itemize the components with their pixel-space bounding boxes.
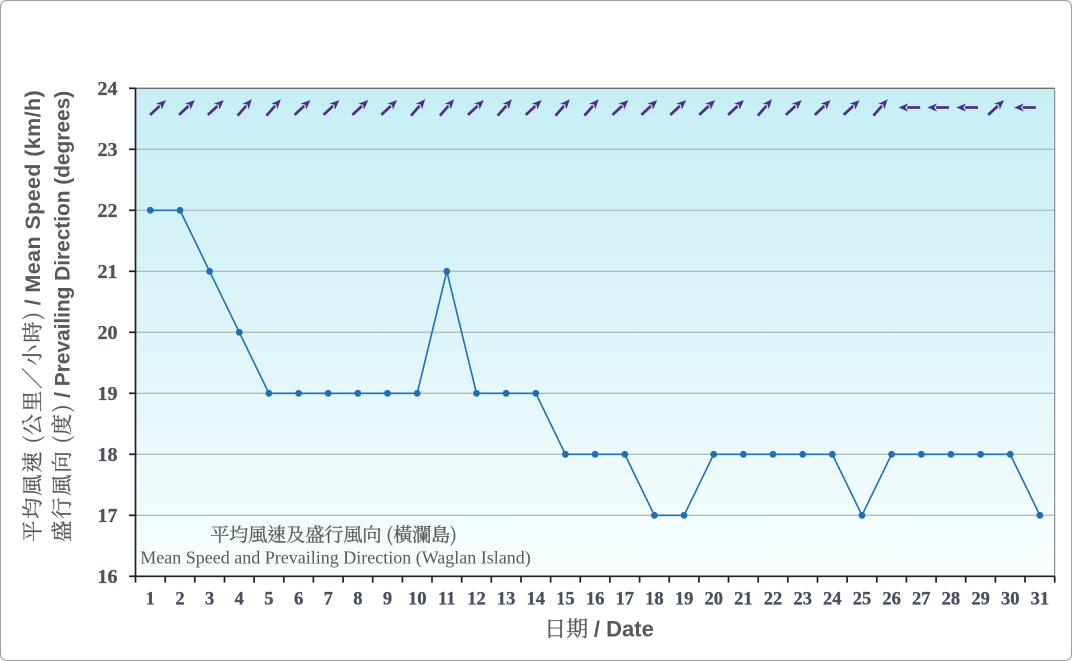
svg-text:17: 17 — [616, 590, 635, 610]
svg-text:21: 21 — [734, 590, 753, 610]
svg-text:8: 8 — [353, 590, 362, 610]
svg-text:/ Mean Speed (km/h): / Mean Speed (km/h) — [21, 90, 45, 305]
svg-text:22: 22 — [98, 200, 118, 222]
svg-text:23: 23 — [793, 590, 812, 610]
svg-text:27: 27 — [912, 590, 931, 610]
svg-text:/ Date: / Date — [594, 617, 654, 642]
svg-text:20: 20 — [704, 590, 723, 610]
svg-text:24: 24 — [98, 78, 118, 100]
svg-text:29: 29 — [971, 590, 990, 610]
svg-text:28: 28 — [942, 590, 961, 610]
svg-text:16: 16 — [98, 566, 118, 588]
svg-text:25: 25 — [853, 590, 872, 610]
svg-text:24: 24 — [823, 590, 842, 610]
svg-text:20: 20 — [98, 322, 118, 344]
svg-text:19: 19 — [98, 383, 118, 405]
svg-text:/ Prevailing Direction (degree: / Prevailing Direction (degrees) — [52, 91, 75, 398]
svg-text:26: 26 — [882, 590, 901, 610]
svg-text:22: 22 — [764, 590, 783, 610]
svg-text:17: 17 — [98, 505, 118, 527]
svg-text:9: 9 — [383, 590, 392, 610]
svg-text:11: 11 — [438, 590, 455, 610]
svg-text:14: 14 — [527, 590, 546, 610]
svg-text:6: 6 — [294, 590, 303, 610]
svg-text:5: 5 — [264, 590, 273, 610]
svg-text:18: 18 — [98, 444, 118, 466]
svg-text:Mean Speed and Prevailing Dire: Mean Speed and Prevailing Direction (Wag… — [140, 548, 530, 569]
svg-text:3: 3 — [205, 590, 214, 610]
svg-text:23: 23 — [98, 139, 118, 161]
svg-text:16: 16 — [586, 590, 605, 610]
svg-text:18: 18 — [645, 590, 664, 610]
svg-text:13: 13 — [497, 590, 516, 610]
svg-text:7: 7 — [324, 590, 333, 610]
svg-text:12: 12 — [467, 590, 486, 610]
svg-text:15: 15 — [556, 590, 575, 610]
svg-text:1: 1 — [146, 590, 155, 610]
svg-text:10: 10 — [408, 590, 427, 610]
svg-text:31: 31 — [1031, 590, 1050, 610]
svg-text:30: 30 — [1001, 590, 1020, 610]
svg-text:19: 19 — [675, 590, 694, 610]
svg-text:2: 2 — [175, 590, 184, 610]
svg-text:21: 21 — [98, 261, 118, 283]
svg-text:4: 4 — [235, 590, 244, 610]
